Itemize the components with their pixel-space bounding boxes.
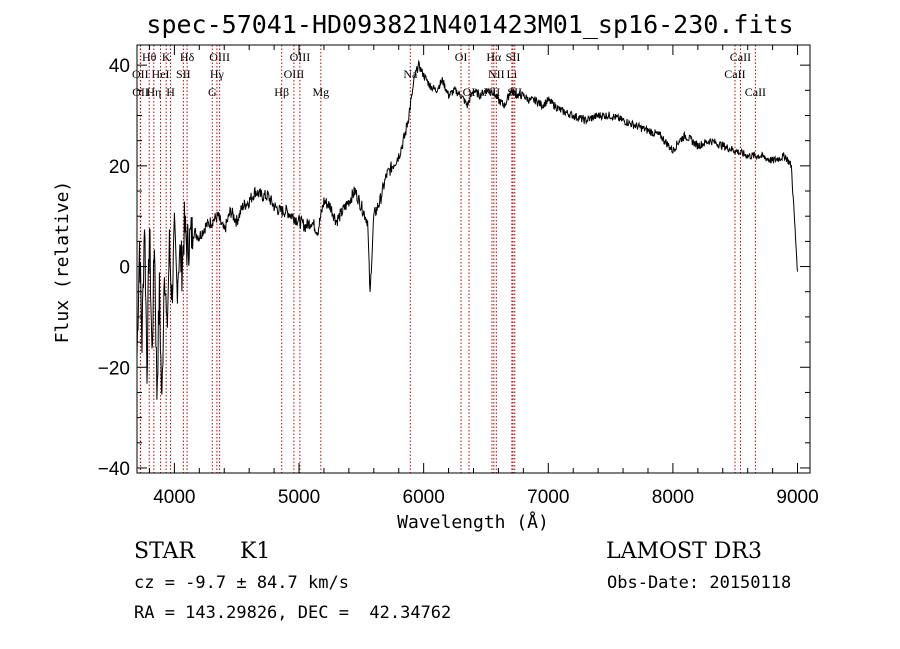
spectral-line-label: Hβ [274,85,289,99]
x-axis-label: Wavelength (Å) [397,511,549,533]
y-tick-label: 40 [109,56,130,77]
spectral-line-label: Hη [146,85,161,99]
y-tick-label: −20 [98,358,130,379]
spectral-line-label: Li [507,67,518,81]
series-layer [136,59,798,400]
x-tick-label: 4000 [153,487,195,508]
spectral-line-label: NII [488,67,505,81]
object-subclass: K1 [240,539,271,564]
spectral-line-label: HeI [152,67,170,81]
plot-frame [136,44,811,474]
obs-date: Obs-Date: 20150118 [607,573,792,593]
y-tick-label: −40 [98,459,130,480]
y-tick-label: 0 [119,258,130,279]
spectral-line-label: H [166,85,175,99]
x-tick-label: 5000 [278,487,320,508]
chart-title: spec-57041-HD093821N401423M01_sp16-230.f… [146,10,793,39]
spectral-line-label: CaII [724,67,745,81]
redshift-text: cz = -9.7 ± 84.7 km/s [134,573,349,593]
x-tick-label: 6000 [403,487,445,508]
axes-layer: 4000 5000 6000 7000 8000 9000 −40 −20 0 20 40 [98,44,819,508]
object-class: STAR [134,539,195,564]
spectral-line-label: OII [132,85,149,99]
spectral-line-label: SII [506,50,521,64]
spectral-line-label: CaII [730,50,751,64]
x-tick-label: 9000 [776,487,818,508]
spectral-line-label: Hθ [142,50,157,64]
spectral-line-label: CaII [745,85,766,99]
y-tick-label: 20 [109,157,130,178]
spectral-line-label: G [208,85,217,99]
spectral-line-label: OIII [290,50,311,64]
y-axis-label: Flux (relative) [52,181,73,344]
spectral-line-label: SII [176,67,191,81]
spectral-line-label: K [162,50,171,64]
flux-series-line [136,59,798,400]
spectral-line-label: Hγ [210,67,225,81]
spectral-line-label: Hδ [180,50,195,64]
x-tick-label: 7000 [527,487,569,508]
spectral-line-label: Mg [312,85,329,99]
x-tick-label: 8000 [652,487,694,508]
spectral-line-label: Na [403,67,418,81]
spectral-line-label: OI [455,50,468,64]
coords-text: RA = 143.29826, DEC = 42.34762 [134,603,452,623]
survey-label: LAMOST DR3 [606,539,762,564]
spectral-line-label: OIII [209,50,230,64]
spectral-line-label: OI [463,85,476,99]
spectral-line-label: Hα [486,50,502,64]
spectral-line-label: OIII [284,67,305,81]
